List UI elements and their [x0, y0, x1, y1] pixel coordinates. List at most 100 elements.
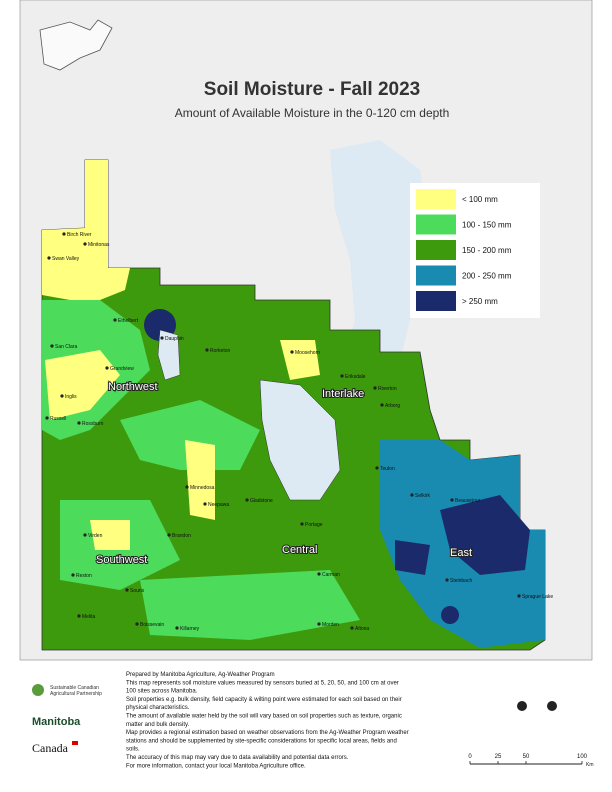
town-label: Neepawa: [208, 502, 229, 508]
logo-text: Agricultural Partnership: [50, 691, 102, 697]
town-marker: [317, 622, 321, 626]
town-marker: [445, 578, 449, 582]
legend-label: 200 - 250 mm: [462, 272, 512, 281]
town-marker: [517, 594, 521, 598]
legend-label: 150 - 200 mm: [462, 246, 512, 255]
town-label: Dauphin: [165, 336, 184, 342]
town-label: San Clara: [55, 344, 77, 350]
town-label: Steinbach: [450, 578, 472, 584]
town-marker: [375, 466, 379, 470]
town-marker: [203, 502, 207, 506]
town-label: Boissevain: [140, 622, 164, 628]
town-label: Grandview: [110, 366, 134, 372]
town-label: Russell: [50, 416, 66, 422]
scale-tick-label: 50: [523, 754, 530, 760]
town-label: Virden: [88, 533, 103, 539]
region-label: Southwest: [96, 554, 147, 566]
scale-unit: Km: [586, 762, 594, 768]
town-label: Sprague Lake: [522, 594, 553, 600]
town-marker: [380, 403, 384, 407]
region-label: Central: [282, 544, 317, 556]
legend-label: 100 - 150 mm: [462, 221, 512, 230]
note-line: physical characteristics.: [126, 705, 190, 711]
logo-text: Canada: [32, 741, 69, 755]
legend: < 100 mm 100 - 150 mm 150 - 200 mm 200 - 25…: [410, 183, 540, 318]
town-label: Ethelbert: [118, 318, 139, 324]
town-marker: [83, 533, 87, 537]
island: [39, 19, 113, 71]
scale-tick-label: 100: [577, 754, 588, 760]
town-marker: [135, 622, 139, 626]
title: Soil Moisture - Fall 2023: [204, 79, 420, 100]
logo-text: Sustainable Canadian: [50, 685, 99, 691]
note-line: For more information, contact your local…: [126, 763, 306, 769]
dot: [547, 701, 557, 711]
logo-text: Manitoba: [32, 716, 81, 728]
town-label: Eriksdale: [345, 374, 366, 380]
town-marker: [350, 626, 354, 630]
zone-low: [42, 160, 130, 300]
town-label: Souris: [130, 588, 145, 594]
lake-dauphin: [157, 329, 181, 381]
town-label: Birch River: [67, 232, 92, 238]
town-label: Brandon: [172, 533, 191, 539]
note-line: This map represents soil moisture values…: [126, 680, 399, 686]
region-label: East: [450, 547, 472, 559]
map-labels: Northwest Interlake Southwest Central East Bi…: [45, 232, 553, 632]
town-label: Inglis: [65, 394, 77, 400]
scale-tick-label: 25: [495, 754, 502, 760]
town-label: Rorketon: [210, 348, 231, 354]
zone-low: [45, 350, 120, 420]
scale-tick-label: 0: [468, 754, 472, 760]
town-marker: [410, 493, 414, 497]
town-marker: [83, 242, 87, 246]
town-label: Portage: [305, 522, 323, 528]
town-label: Swan Valley: [52, 256, 80, 262]
town-label: Altona: [355, 626, 369, 632]
town-marker: [185, 485, 189, 489]
notes: Prepared by Manitoba Agriculture, Ag-Wea…: [126, 672, 409, 769]
town-label: Selkirk: [415, 493, 431, 499]
note-line: Map provides a regional estimation based…: [126, 730, 409, 736]
legend-label: > 250 mm: [462, 297, 498, 306]
town-marker: [45, 416, 49, 420]
town-label: Beausejour: [455, 498, 481, 504]
zone-very-high: [395, 540, 430, 575]
town-marker: [50, 344, 54, 348]
town-label: Riverton: [378, 386, 397, 392]
town-marker: [450, 498, 454, 502]
note-line: The accuracy of this map may vary due to…: [126, 755, 349, 761]
town-marker: [245, 498, 249, 502]
zone-mid: [140, 570, 360, 640]
town-marker: [175, 626, 179, 630]
town-marker: [373, 386, 377, 390]
town-marker: [160, 336, 164, 340]
zone-very-high: [440, 495, 530, 575]
zone-low: [90, 520, 130, 550]
region-label: Northwest: [108, 381, 158, 393]
legend-swatch: [416, 214, 456, 235]
dot: [517, 701, 527, 711]
note-line: 100 sites across Manitoba.: [126, 689, 198, 695]
legend-swatch: [416, 265, 456, 286]
zone-mid: [120, 400, 260, 470]
town-label: Reston: [76, 573, 92, 579]
town-label: Arborg: [385, 403, 400, 409]
town-label: Morden: [322, 622, 339, 628]
town-marker: [71, 573, 75, 577]
town-marker: [125, 588, 129, 592]
note-line: matter and bulk density.: [126, 722, 190, 728]
town-marker: [290, 350, 294, 354]
note-line: The amount of available water held by th…: [126, 714, 402, 720]
region-label: Interlake: [322, 388, 364, 400]
town-marker: [77, 421, 81, 425]
flag: [72, 741, 78, 745]
town-marker: [105, 366, 109, 370]
town-label: Minitonas: [88, 242, 110, 248]
lake-manitoba: [259, 379, 341, 501]
note-line: Prepared by Manitoba Agriculture, Ag-Wea…: [126, 672, 275, 678]
town-marker: [340, 374, 344, 378]
town-label: Killarney: [180, 626, 200, 632]
town-marker: [317, 572, 321, 576]
